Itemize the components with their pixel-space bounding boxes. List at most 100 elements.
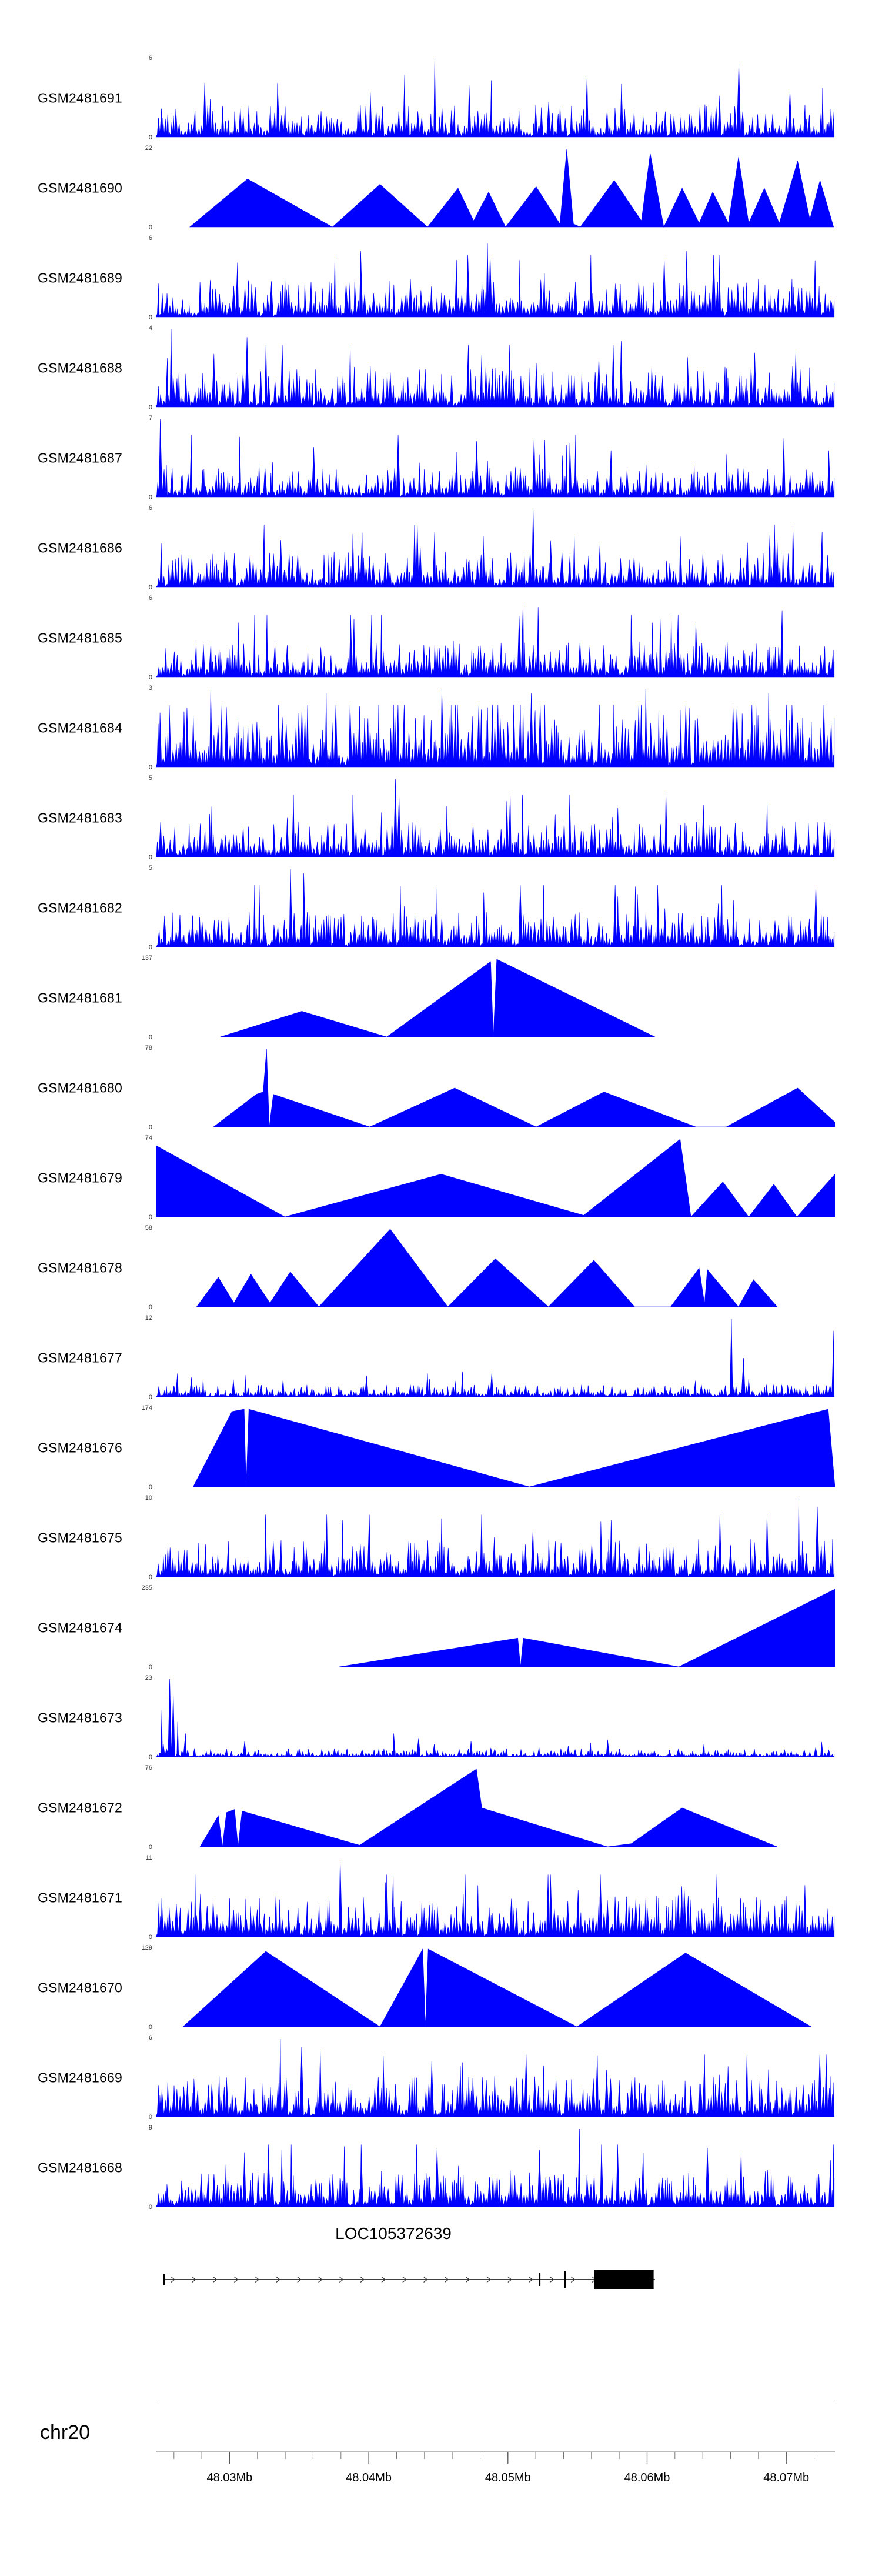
track-plot: 137 0: [142, 955, 835, 1041]
y-axis-max-label: 6: [148, 235, 152, 242]
track-label: GSM2481687: [38, 450, 122, 465]
track-label: GSM2481684: [38, 720, 122, 735]
y-axis-max-label: 22: [145, 145, 152, 152]
track-row: GSM2481668 9 0: [0, 2123, 882, 2213]
y-axis-min-label: 0: [148, 764, 152, 771]
coverage-signal-path: [156, 509, 835, 588]
coverage-signal-path: [156, 419, 835, 498]
strand-arrow-icon: [486, 2277, 491, 2283]
strand-arrow-icon: [233, 2277, 239, 2283]
coverage-signal: [213, 1049, 835, 1127]
track-plot: 10 0: [145, 1494, 835, 1581]
track-row: GSM2481682 5 0: [0, 863, 882, 953]
strand-arrow-icon: [213, 2277, 218, 2283]
track-row: GSM2481689 6 0: [0, 233, 882, 323]
y-axis-max-label: 5: [148, 775, 152, 782]
y-axis-min-label: 0: [148, 2204, 152, 2211]
exon-tick: [163, 2274, 165, 2285]
track-plot: 174 0: [142, 1404, 835, 1491]
y-axis-min-label: 0: [148, 1034, 152, 1041]
track-row: GSM2481679 74 0: [0, 1133, 882, 1223]
coverage-signal-path: [156, 1319, 835, 1397]
coverage-signal-path: [339, 1589, 835, 1667]
y-axis-max-label: 23: [145, 1674, 152, 1681]
coverage-tracks-container: GSM2481691 6 0 GSM2481690 22 0 GSM248168…: [0, 53, 882, 2213]
coverage-signal-path: [156, 243, 835, 318]
track-label: GSM2481678: [38, 1260, 122, 1275]
coverage-signal-path: [182, 1948, 812, 2027]
track-row: GSM2481685 6 0: [0, 593, 882, 683]
strand-arrow-icon: [339, 2277, 344, 2283]
coverage-signal: [156, 329, 835, 408]
track-label: GSM2481672: [38, 1800, 122, 1815]
track-label: GSM2481674: [38, 1620, 122, 1635]
coverage-signal: [220, 959, 656, 1037]
coverage-signal-path: [193, 1409, 835, 1487]
strand-arrow-icon: [360, 2277, 365, 2283]
coverage-signal: [156, 509, 835, 588]
track-plot: 7 0: [149, 415, 835, 501]
y-axis-min-label: 0: [148, 1664, 152, 1671]
y-axis-min-label: 0: [148, 494, 152, 501]
coverage-signal-path: [156, 1499, 835, 1577]
y-axis-min-label: 0: [148, 1844, 152, 1851]
track-row: GSM2481686 6 0: [0, 503, 882, 593]
track-plot: 4 0: [149, 325, 835, 411]
track-plot: 23 0: [145, 1674, 835, 1761]
track-label: GSM2481677: [38, 1350, 122, 1365]
track-plot: 5 0: [149, 775, 835, 861]
track-row: GSM2481688 4 0: [0, 323, 882, 413]
y-axis-max-label: 9: [148, 2124, 152, 2131]
gene-annotation-section: LOC105372639: [0, 2222, 882, 2310]
track-plot: 74 0: [145, 1134, 835, 1221]
track-row: GSM2481669 6 0: [0, 2033, 882, 2123]
coverage-signal: [156, 779, 835, 857]
track-label: GSM2481676: [38, 1440, 122, 1455]
coverage-signal-path: [213, 1049, 835, 1127]
y-axis-min-label: 0: [148, 2114, 152, 2121]
axis-tick-label: 48.03Mb: [206, 2471, 252, 2484]
y-axis-min-label: 0: [148, 2024, 152, 2031]
track-label: GSM2481668: [38, 2160, 122, 2175]
y-axis-max-label: 4: [148, 325, 152, 332]
coverage-signal: [189, 149, 834, 228]
track-plot: 6 0: [149, 2034, 835, 2121]
y-axis-min-label: 0: [148, 944, 152, 951]
coverage-signal-path: [196, 1229, 778, 1307]
track-label: GSM2481691: [38, 90, 122, 105]
axis-tick-label: 48.06Mb: [624, 2471, 670, 2484]
track-plot: 78 0: [145, 1045, 835, 1131]
genome-axis-section: chr20 48.03Mb 48.04Mb 48.05Mb 48.06Mb 48.07M…: [0, 2400, 882, 2553]
track-plot: 6 0: [149, 55, 835, 141]
track-row: GSM2481675 10 0: [0, 1493, 882, 1583]
y-axis-max-label: 6: [148, 505, 152, 512]
coverage-signal-path: [156, 689, 835, 768]
track-label: GSM2481683: [38, 810, 122, 825]
y-axis-min-label: 0: [148, 134, 152, 141]
track-label: GSM2481685: [38, 630, 122, 645]
track-label: GSM2481688: [38, 360, 122, 375]
track-label: GSM2481675: [38, 1530, 122, 1545]
y-axis-min-label: 0: [148, 1754, 152, 1761]
track-row: GSM2481672 76 0: [0, 1763, 882, 1853]
strand-arrow-icon: [297, 2277, 302, 2283]
coverage-signal: [156, 689, 835, 768]
y-axis-max-label: 78: [145, 1045, 152, 1052]
track-row: GSM2481691 6 0: [0, 53, 882, 143]
coverage-signal: [196, 1229, 778, 1307]
coverage-signal: [156, 1858, 835, 1937]
track-label: GSM2481681: [38, 990, 122, 1005]
axis-tick-label: 48.04Mb: [346, 2471, 392, 2484]
track-row: GSM2481671 11 0: [0, 1853, 882, 1943]
track-plot: 6 0: [149, 595, 835, 681]
strand-arrow-icon: [423, 2277, 428, 2283]
coverage-signal-path: [156, 1858, 835, 1937]
y-axis-max-label: 137: [141, 955, 152, 962]
y-axis-max-label: 235: [141, 1584, 152, 1591]
y-axis-min-label: 0: [148, 1574, 152, 1581]
coverage-signal: [199, 1769, 777, 1847]
coverage-signal-path: [156, 603, 835, 678]
y-axis-min-label: 0: [148, 1304, 152, 1311]
coverage-signal: [156, 59, 835, 138]
y-axis-max-label: 6: [148, 595, 152, 602]
